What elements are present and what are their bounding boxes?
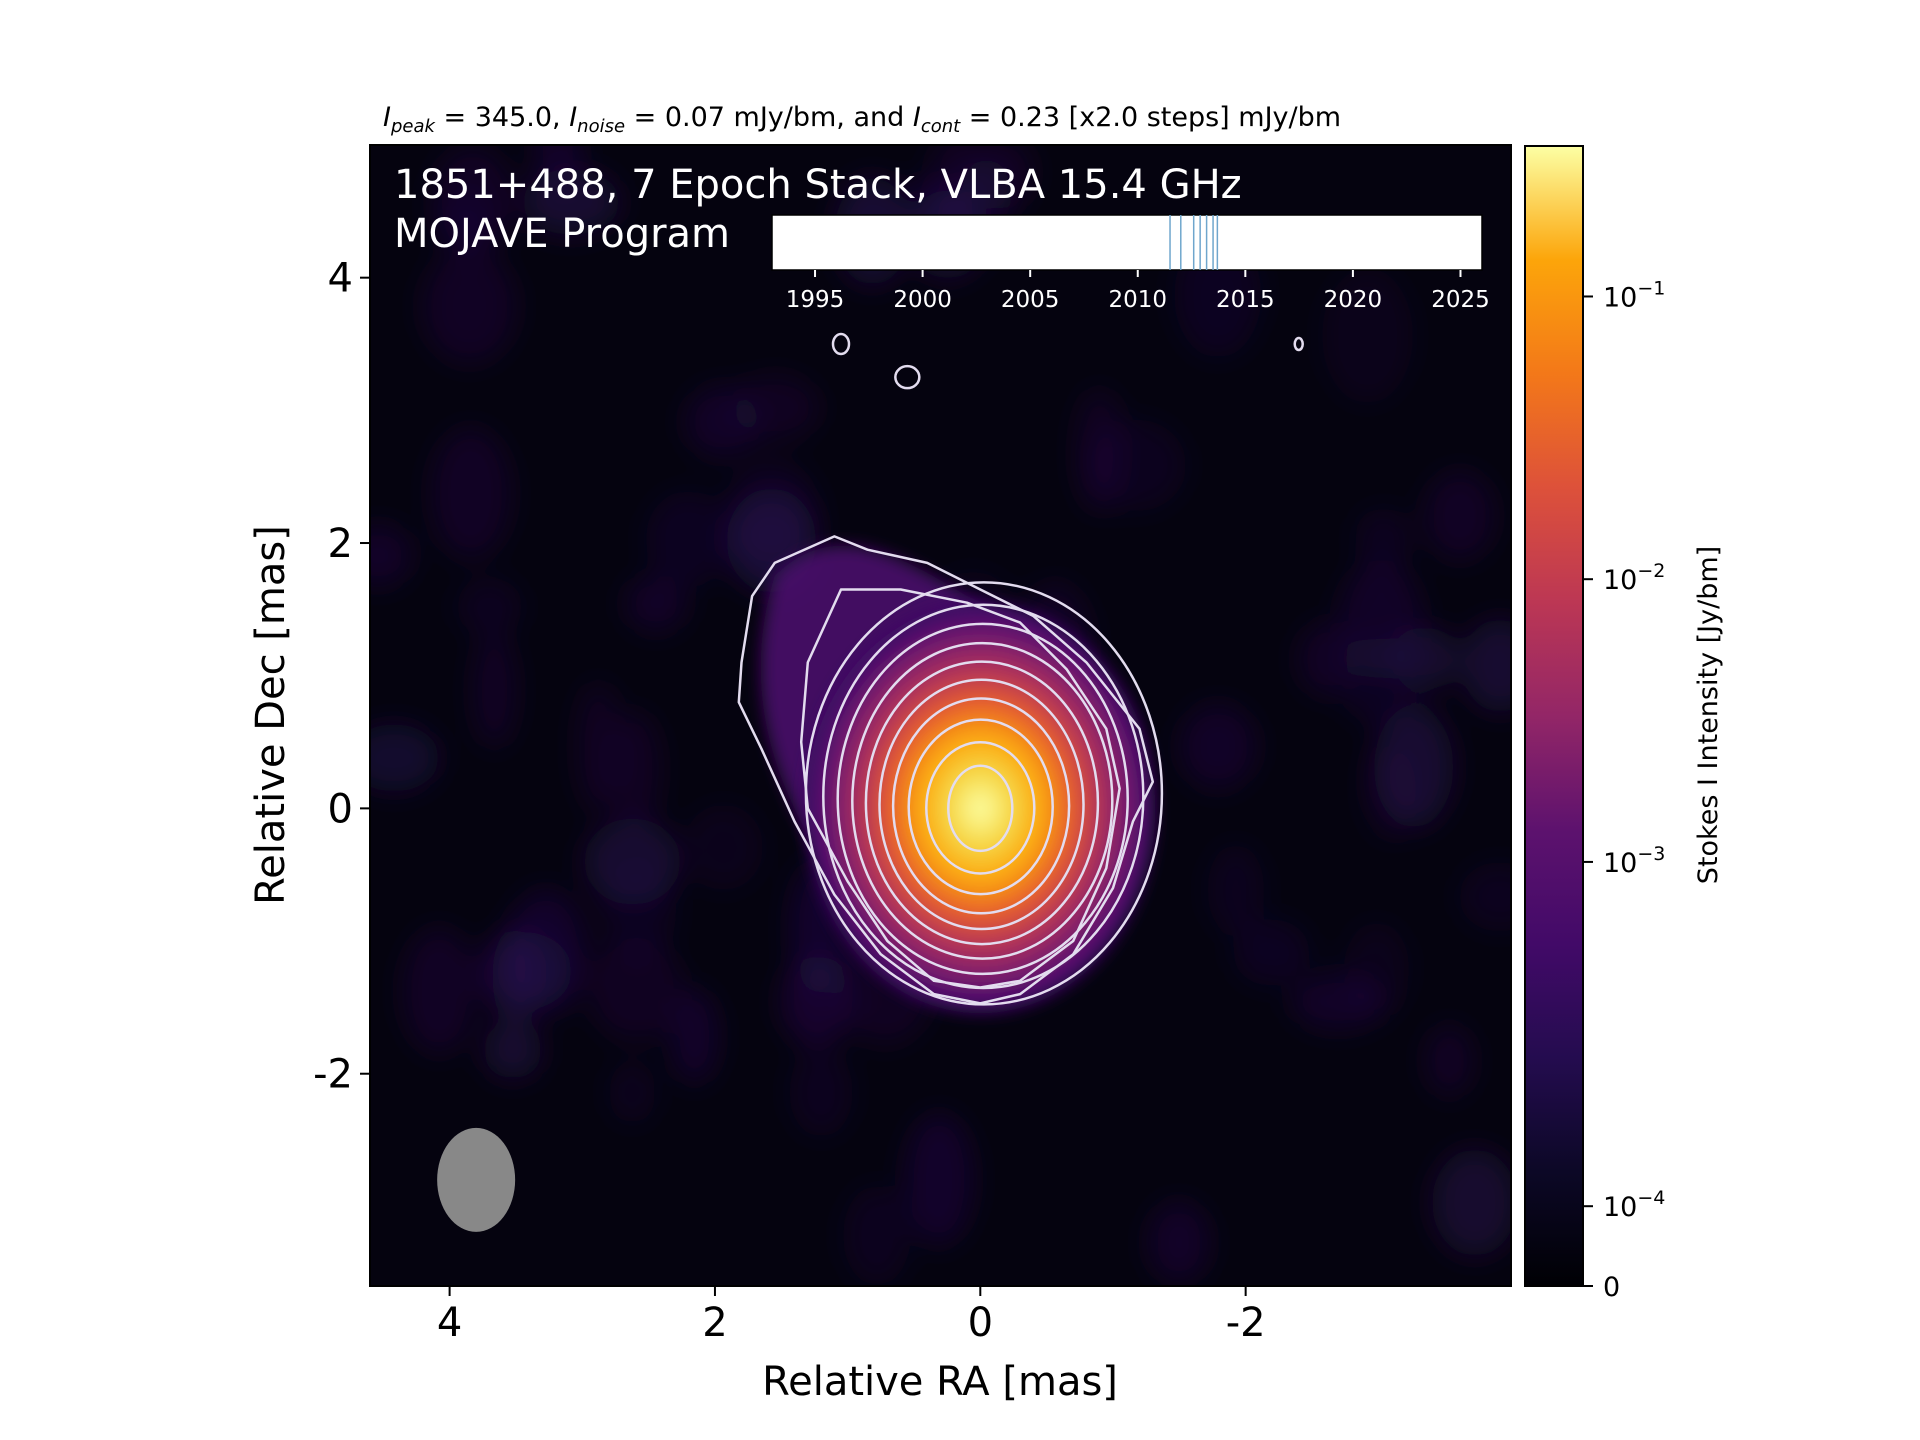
- noise-patch: [1423, 470, 1496, 562]
- noise-patch: [1147, 1200, 1211, 1284]
- contour-level-11: [925, 741, 1036, 875]
- noise-patch: [789, 1047, 853, 1137]
- noise-patch: [1390, 626, 1460, 690]
- colorbar-tick-label: 10−3: [1603, 843, 1665, 879]
- noise-contour: [894, 364, 921, 390]
- timeline-tick-label: 2020: [1324, 287, 1383, 313]
- noise-patch: [1290, 973, 1386, 1031]
- noise-patch: [533, 145, 583, 191]
- noise-patch: [645, 490, 731, 587]
- colorbar-ticks: 10−1 10−2 10−3 10−4 0: [1583, 277, 1665, 1303]
- noise-patch: [843, 1185, 911, 1286]
- noise-patch: [1431, 1148, 1511, 1257]
- y-tick-label: -2: [313, 1052, 353, 1098]
- noise-patch: [456, 577, 523, 637]
- y-axis: 4 2 0 -2: [313, 256, 370, 1098]
- noise-patch: [780, 955, 853, 1048]
- y-tick-label: 4: [328, 256, 353, 302]
- colorbar-tick-label: 10−2: [1603, 560, 1665, 596]
- y-tick-label: 0: [328, 786, 353, 832]
- x-axis: 4 2 0 -2: [437, 1286, 1266, 1346]
- contour-level-10: [907, 718, 1054, 896]
- noise-patch: [473, 931, 572, 1011]
- map-frame: [369, 144, 1512, 1287]
- noise-patch: [1075, 387, 1124, 514]
- noise-patch: [583, 818, 681, 905]
- noise-contour: [831, 332, 851, 356]
- colorbar-gradient: [1524, 145, 1584, 1287]
- contour-level-5: [836, 622, 1129, 976]
- contour-level-3: [804, 581, 1164, 1006]
- noise-patch: [1207, 843, 1265, 936]
- noise-patch: [609, 710, 662, 829]
- timeline-tick-label: 2010: [1108, 287, 1167, 313]
- noise-patch: [421, 248, 518, 365]
- colorbar-tick-label: 0: [1603, 1272, 1620, 1303]
- contour-level-4: [822, 603, 1145, 990]
- epoch-timeline: 1995 2000 2005 2010 2015 2020 2025: [771, 214, 1490, 313]
- contour-level-7: [864, 660, 1100, 946]
- noise-patch: [904, 1112, 975, 1246]
- contour-level-9: [891, 697, 1071, 915]
- noise-patch: [483, 1021, 543, 1080]
- x-tick-label: -2: [1226, 1300, 1266, 1346]
- noise-patch: [670, 988, 719, 1085]
- timeline-tick-label: 1995: [786, 287, 845, 313]
- noise-patch: [1354, 508, 1413, 569]
- x-axis-label: Relative RA [mas]: [762, 1359, 1118, 1405]
- noise-patch: [1322, 267, 1414, 404]
- noise-patch: [1363, 746, 1417, 841]
- noise-patch: [1424, 1024, 1474, 1098]
- noise-contour: [1293, 336, 1304, 352]
- timeline-tick-label: 2015: [1216, 287, 1275, 313]
- timeline-tick-label: 2025: [1431, 287, 1490, 313]
- noise-patch: [684, 385, 761, 459]
- x-tick-label: 4: [437, 1300, 462, 1346]
- timeline-tick-label: 2000: [893, 287, 952, 313]
- source-label: 1851+488, 7 Epoch Stack, VLBA 15.4 GHz: [394, 162, 1242, 208]
- noise-patch: [1297, 621, 1357, 697]
- noise-patch: [434, 193, 496, 253]
- colorbar: 10−1 10−2 10−3 10−4 0 Stokes I Intensity [Jy…: [1524, 145, 1724, 1303]
- noise-patch: [521, 169, 621, 235]
- noise-patch: [1178, 703, 1258, 791]
- noise-patch: [609, 1061, 656, 1124]
- x-tick-label: 0: [968, 1300, 993, 1346]
- contour-level-6: [851, 641, 1114, 960]
- emission-core: [805, 603, 1156, 1014]
- timeline-tick-label: 2005: [1001, 287, 1060, 313]
- colorbar-tick-label: 10−4: [1603, 1187, 1665, 1223]
- colorbar-tick-label: 10−1: [1603, 277, 1665, 313]
- noise-patch: [472, 632, 517, 749]
- noise-patch: [575, 680, 621, 814]
- noise-patch: [1461, 618, 1511, 713]
- program-label: MOJAVE Program: [394, 211, 730, 257]
- noise-patch: [370, 523, 413, 588]
- beam-ellipse: [437, 1127, 516, 1232]
- chart-title: Ipeak = 345.0, Inoise = 0.07 mJy/bm, and…: [383, 102, 1341, 137]
- timeline-box: [771, 214, 1483, 271]
- noise-patch: [624, 574, 688, 633]
- noise-patch: [1233, 919, 1310, 986]
- contour-level-8: [878, 678, 1085, 931]
- y-tick-label: 2: [328, 521, 353, 567]
- noise-patches: [370, 145, 1511, 1286]
- intensity-map: 1851+488, 7 Epoch Stack, VLBA 15.4 GHz M…: [369, 144, 1512, 1287]
- noise-patch: [401, 927, 477, 1056]
- noise-patch: [588, 937, 684, 1042]
- noise-patch: [1459, 862, 1511, 932]
- contour-lines: [737, 332, 1304, 1006]
- x-tick-label: 2: [702, 1300, 727, 1346]
- contour-level-12: [947, 764, 1014, 853]
- noise-patch: [683, 804, 764, 891]
- noise-patch: [370, 724, 440, 792]
- colorbar-label: Stokes I Intensity [Jy/bm]: [1693, 546, 1724, 884]
- y-axis-label: Relative Dec [mas]: [248, 525, 294, 905]
- noise-patch: [429, 426, 512, 560]
